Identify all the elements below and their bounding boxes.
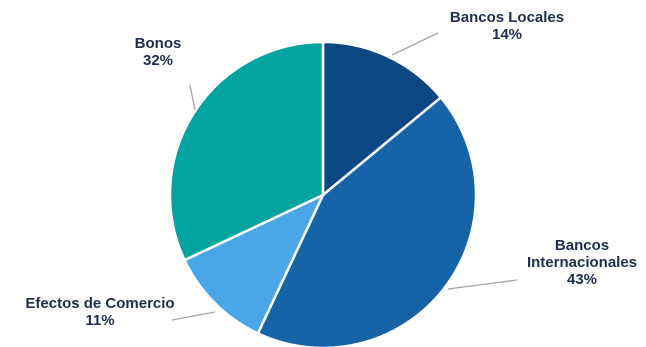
pie-slice-efectos-de-comercio — [182, 192, 326, 336]
leader-line-bancos-locales — [391, 32, 439, 56]
leader-line-bancos-internacionales — [447, 279, 518, 290]
slice-percent-efectos-de-comercio: 11% — [85, 312, 114, 329]
slice-percent-bancos-locales: 14% — [492, 26, 522, 43]
leader-lines — [171, 32, 518, 321]
slice-label-bancos-internacionales: Bancos Internacionales 43% — [527, 237, 637, 288]
slice-name-bonos: Bonos — [135, 35, 182, 52]
pie-slices — [168, 40, 478, 347]
slice-percent-bonos: 32% — [143, 52, 173, 69]
leader-line-bonos — [189, 84, 196, 111]
leader-line-efectos-de-comercio — [171, 311, 216, 321]
slice-labels: Bancos Locales 14% Bancos Internacionales 43… — [25, 9, 637, 329]
pie-slice-bancos-internacionales — [256, 95, 478, 347]
slice-label-efectos-de-comercio: Efectos de Comercio 11% — [25, 295, 174, 329]
slice-label-bancos-locales: Bancos Locales 14% — [450, 9, 564, 43]
slice-name-bancos-internacionales: Internacionales — [527, 254, 637, 271]
pie-slice-bancos-locales — [321, 40, 443, 198]
slice-name-bancos-locales: Bancos Locales — [450, 9, 564, 26]
pie-slice-bonos — [168, 40, 325, 262]
slice-name-bancos-internacionales: Bancos — [555, 237, 609, 254]
slice-label-bonos: Bonos 32% — [135, 35, 182, 69]
slice-name-efectos-de-comercio: Efectos de Comercio — [25, 295, 174, 312]
slice-percent-bancos-internacionales: 43% — [567, 271, 597, 288]
